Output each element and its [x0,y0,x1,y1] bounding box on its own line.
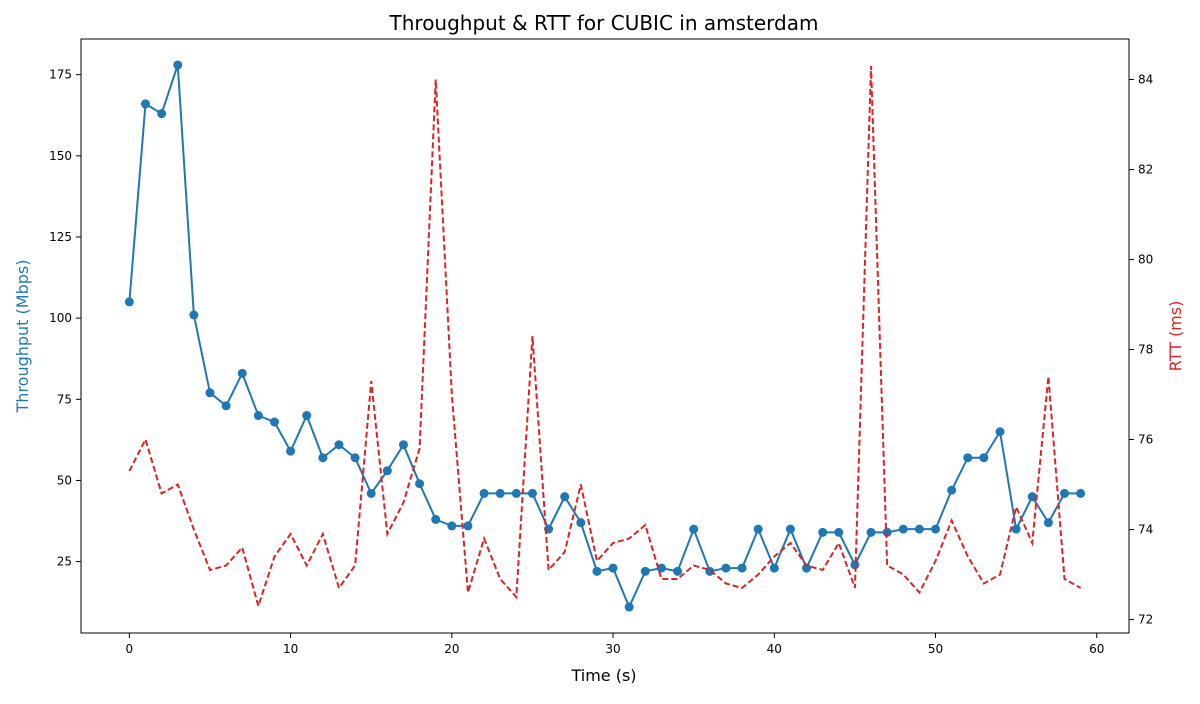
throughput-point [173,60,183,70]
throughput-point [302,411,312,421]
throughput-point [415,479,425,489]
throughput-point [576,518,586,528]
y-left-tick-label: 100 [49,311,72,325]
throughput-point [947,485,957,495]
axes-layer: 0 10 20 30 40 50 60 25 50 75 100 125 150 175 72 74 76 78 8… [49,68,1153,656]
throughput-point [1060,488,1070,498]
x-axis-label: Time (s) [570,666,636,685]
series-layer [124,60,1086,612]
x-tick-label: 10 [283,642,298,656]
y-right-tick-label: 80 [1138,253,1153,267]
throughput-point [479,488,489,498]
throughput-point [1043,518,1053,528]
throughput-point [931,524,941,534]
y-left-tick-label: 175 [49,68,72,82]
throughput-point [802,563,812,573]
y-right-tick-label: 78 [1138,343,1153,357]
y-left-tick-label: 25 [57,555,72,569]
throughput-point [785,524,795,534]
y-right-tick-label: 74 [1138,523,1153,537]
throughput-point [769,563,779,573]
throughput-point [1011,524,1021,534]
throughput-point [431,514,441,524]
y-right-tick-label: 72 [1138,613,1153,627]
y-right-tick-label: 76 [1138,433,1153,447]
throughput-point [527,488,537,498]
throughput-point [157,109,167,119]
y-axis-left-label: Throughput (Mbps) [13,260,32,414]
throughput-point [1027,492,1037,502]
throughput-point [205,388,215,398]
throughput-point [253,411,263,421]
x-tick-label: 20 [444,642,459,656]
throughput-point [221,401,231,411]
throughput-point [608,563,618,573]
throughput-point [979,453,989,463]
throughput-point [866,527,876,537]
x-tick-label: 30 [605,642,620,656]
throughput-point [463,521,473,531]
throughput-point [1076,488,1086,498]
throughput-point [882,527,892,537]
throughput-point [721,563,731,573]
throughput-point [124,297,134,307]
throughput-point [963,453,973,463]
throughput-point [189,310,199,320]
y-left-tick-label: 75 [57,392,72,406]
throughput-point [640,566,650,576]
y-axis-right-label: RTT (ms) [1166,301,1185,372]
throughput-point [447,521,457,531]
x-tick-label: 0 [126,642,134,656]
chart-title: Throughput & RTT for CUBIC in amsterdam [389,11,819,35]
y-left-tick-label: 125 [49,230,72,244]
y-left-tick-label: 150 [49,149,72,163]
x-tick-label: 50 [928,642,943,656]
throughput-point [286,446,296,456]
throughput-point [269,417,279,427]
throughput-point [914,524,924,534]
throughput-point [834,527,844,537]
throughput-point [898,524,908,534]
throughput-point [995,427,1005,437]
throughput-point [350,453,360,463]
throughput-point [334,440,344,450]
x-tick-label: 40 [767,642,782,656]
throughput-point [382,466,392,476]
throughput-point [398,440,408,450]
x-tick-label: 60 [1089,642,1104,656]
throughput-point [656,563,666,573]
plot-frame [80,38,1130,634]
throughput-point [753,524,763,534]
throughput-point [737,563,747,573]
throughput-point [592,566,602,576]
throughput-point [318,453,328,463]
throughput-point [624,602,634,612]
throughput-point [511,488,521,498]
throughput-point [818,527,828,537]
throughput-point [366,488,376,498]
y-left-tick-label: 50 [57,473,72,487]
throughput-point [673,566,683,576]
throughput-point [140,99,150,109]
throughput-point [689,524,699,534]
throughput-point [560,492,570,502]
throughput-point [850,560,860,570]
throughput-point [237,368,247,378]
throughput-point [495,488,505,498]
y-right-tick-label: 84 [1138,73,1153,87]
y-right-tick-label: 82 [1138,163,1153,177]
rtt-line [128,65,1082,610]
